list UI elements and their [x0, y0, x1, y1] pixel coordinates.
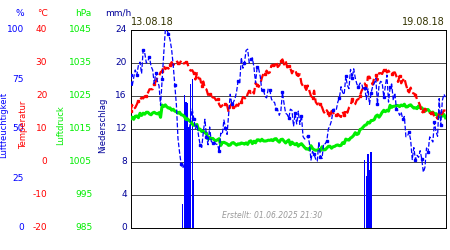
Text: -20: -20 — [32, 223, 47, 232]
Text: 1005: 1005 — [69, 157, 92, 166]
Bar — [184, 95, 185, 228]
Bar — [369, 170, 370, 228]
Bar — [193, 180, 194, 228]
Text: Luftfeuchtigkeit: Luftfeuchtigkeit — [0, 92, 8, 158]
Bar — [190, 84, 191, 228]
Text: -10: -10 — [32, 190, 47, 199]
Text: 8: 8 — [121, 157, 127, 166]
Text: 20: 20 — [116, 58, 127, 68]
Text: 24: 24 — [116, 26, 127, 35]
Text: 50: 50 — [12, 124, 24, 133]
Text: hPa: hPa — [75, 9, 91, 18]
Text: 4: 4 — [122, 190, 127, 199]
Bar — [189, 127, 190, 228]
Text: 1045: 1045 — [69, 26, 92, 35]
Text: Luftdruck: Luftdruck — [56, 105, 65, 145]
Text: 1035: 1035 — [69, 58, 92, 68]
Text: 1025: 1025 — [69, 91, 92, 100]
Text: %: % — [15, 9, 24, 18]
Text: Temperatur: Temperatur — [19, 101, 28, 149]
Text: 1015: 1015 — [69, 124, 92, 133]
Text: 13.08.18: 13.08.18 — [131, 17, 174, 27]
Text: °C: °C — [37, 9, 48, 18]
Text: 995: 995 — [75, 190, 92, 199]
Text: 0: 0 — [41, 157, 47, 166]
Bar — [192, 79, 193, 228]
Text: mm/h: mm/h — [105, 9, 131, 18]
Text: 0: 0 — [121, 223, 127, 232]
Bar — [367, 154, 369, 228]
Bar — [185, 102, 187, 228]
Text: 985: 985 — [75, 223, 92, 232]
Text: 30: 30 — [36, 58, 47, 68]
Bar — [182, 204, 183, 228]
Text: 25: 25 — [13, 174, 24, 182]
Text: 20: 20 — [36, 91, 47, 100]
Text: Niederschlag: Niederschlag — [98, 97, 107, 153]
Text: 100: 100 — [7, 26, 24, 35]
Text: Erstellt: 01.06.2025 21:30: Erstellt: 01.06.2025 21:30 — [222, 210, 322, 220]
Text: 40: 40 — [36, 26, 47, 35]
Text: 12: 12 — [116, 124, 127, 133]
Bar — [366, 176, 367, 228]
Text: 0: 0 — [18, 223, 24, 232]
Text: 19.08.18: 19.08.18 — [402, 17, 445, 27]
Bar — [364, 160, 365, 228]
Text: 10: 10 — [36, 124, 47, 133]
Text: 75: 75 — [12, 75, 24, 84]
Text: 16: 16 — [115, 91, 127, 100]
Bar — [187, 102, 188, 228]
Bar — [370, 152, 372, 228]
